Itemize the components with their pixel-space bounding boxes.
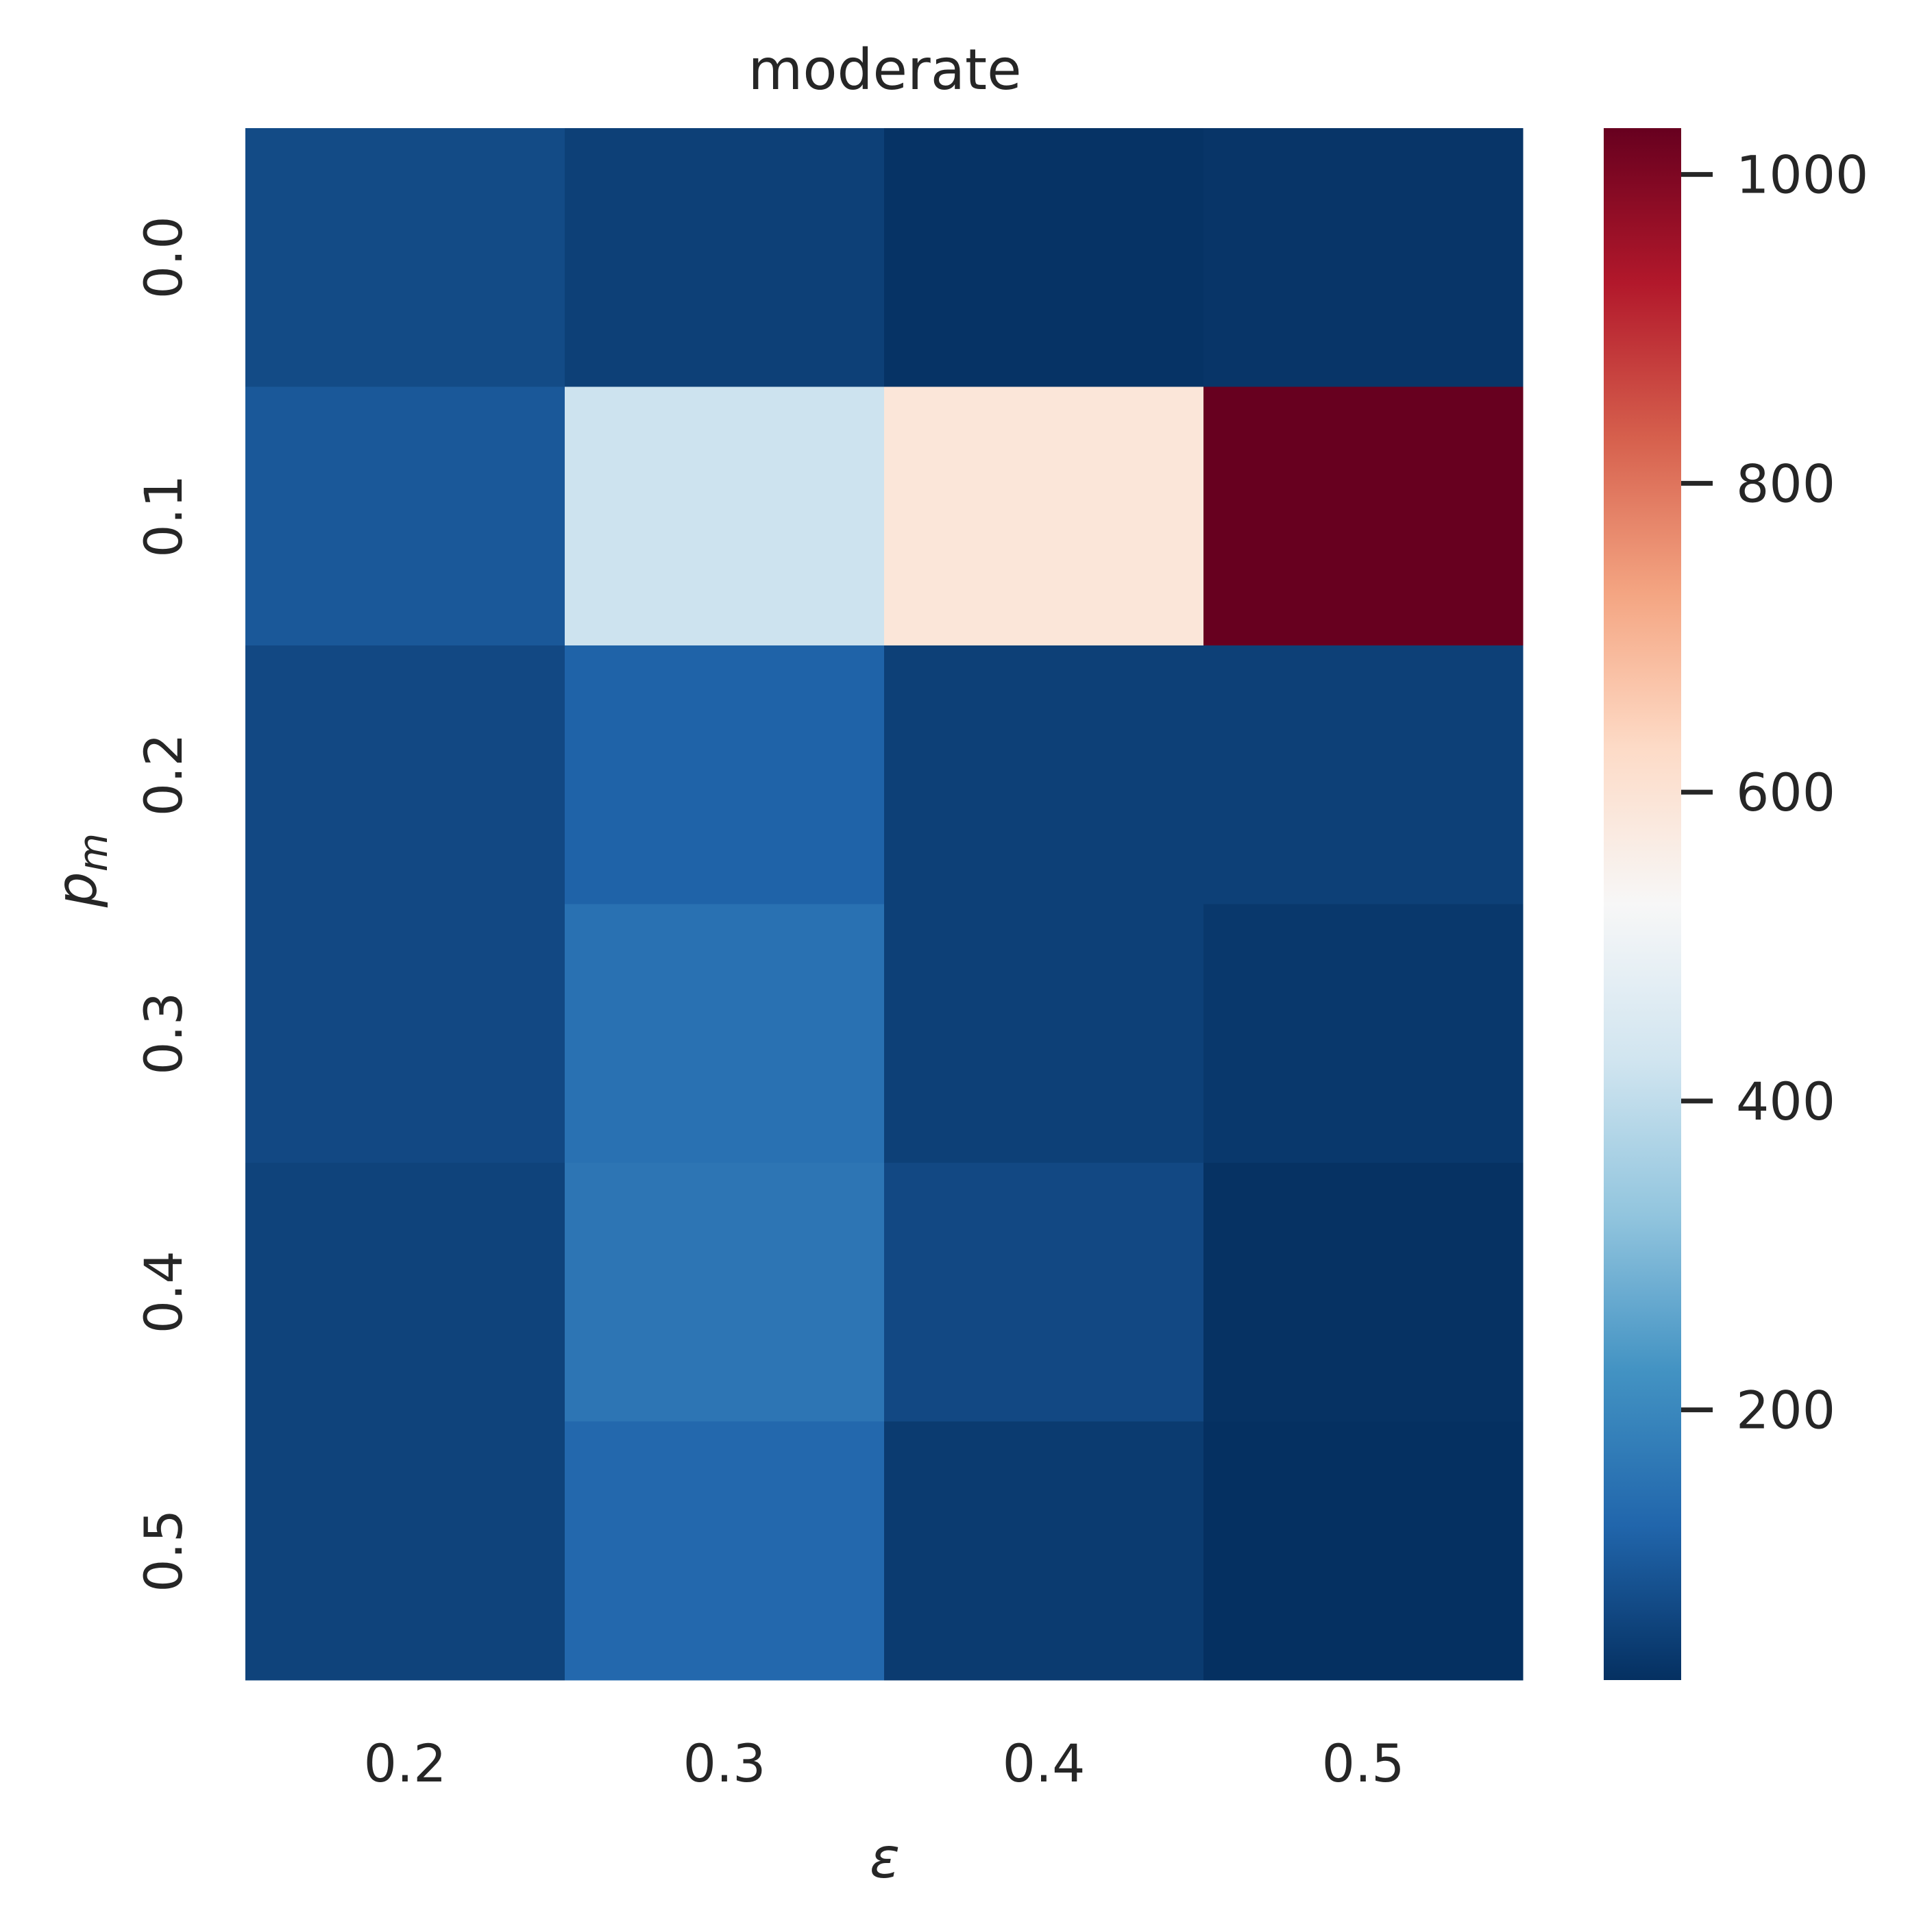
colorbar-tick-label: 600 <box>1736 762 1835 823</box>
heatmap-cell <box>1203 904 1524 1163</box>
heatmap-cells <box>245 128 1524 1681</box>
heatmap-cell <box>565 1421 885 1681</box>
heatmap-cell <box>1203 645 1524 904</box>
x-tick-labels: 0.2 0.3 0.4 0.5 <box>364 1733 1405 1794</box>
heatmap-cell <box>565 386 885 646</box>
x-tick-label: 0.2 <box>364 1733 447 1794</box>
heatmap-cell <box>884 645 1204 904</box>
heatmap-cell <box>245 645 565 904</box>
heatmap-cell <box>1203 386 1524 646</box>
heatmap-cell <box>245 1421 565 1681</box>
y-tick-label: 0.2 <box>133 733 194 816</box>
heatmap-cell <box>1203 1163 1524 1422</box>
y-tick-label: 0.0 <box>133 216 194 299</box>
heatmap-cell <box>565 904 885 1163</box>
heatmap-cell <box>245 1163 565 1422</box>
x-axis-label: ε <box>870 1826 900 1891</box>
heatmap-cell <box>565 128 885 387</box>
y-tick-label: 0.1 <box>133 475 194 558</box>
y-axis-label: pm <box>45 833 117 909</box>
y-tick-labels: 0.0 0.1 0.2 0.3 0.4 0.5 <box>133 216 194 1592</box>
heatmap-cell <box>1203 1421 1524 1681</box>
colorbar-ticks: 200 400 600 800 1000 <box>1681 145 1868 1441</box>
heatmap-cell <box>565 1163 885 1422</box>
heatmap-cell <box>245 904 565 1163</box>
heatmap-cell <box>245 386 565 646</box>
x-tick-label: 0.4 <box>1003 1733 1086 1794</box>
colorbar-tick-label: 400 <box>1736 1071 1835 1132</box>
heatmap-cell <box>1203 128 1524 387</box>
heatmap-cell <box>245 128 565 387</box>
colorbar-tick-label: 800 <box>1736 453 1835 514</box>
x-tick-label: 0.5 <box>1322 1733 1405 1794</box>
heatmap-cell <box>884 904 1204 1163</box>
heatmap-cell <box>565 645 885 904</box>
colorbar-tick-label: 1000 <box>1736 145 1868 206</box>
heatmap-cell <box>884 1163 1204 1422</box>
heatmap-cell <box>884 128 1204 387</box>
heatmap-cell <box>884 386 1204 646</box>
y-tick-label: 0.3 <box>133 992 194 1075</box>
chart-title: moderate <box>748 38 1021 103</box>
y-tick-label: 0.4 <box>133 1250 194 1333</box>
x-tick-label: 0.3 <box>683 1733 766 1794</box>
colorbar <box>1604 128 1681 1680</box>
y-tick-label: 0.5 <box>133 1509 194 1592</box>
colorbar-tick-label: 200 <box>1736 1380 1835 1441</box>
heatmap-cell <box>884 1421 1204 1681</box>
